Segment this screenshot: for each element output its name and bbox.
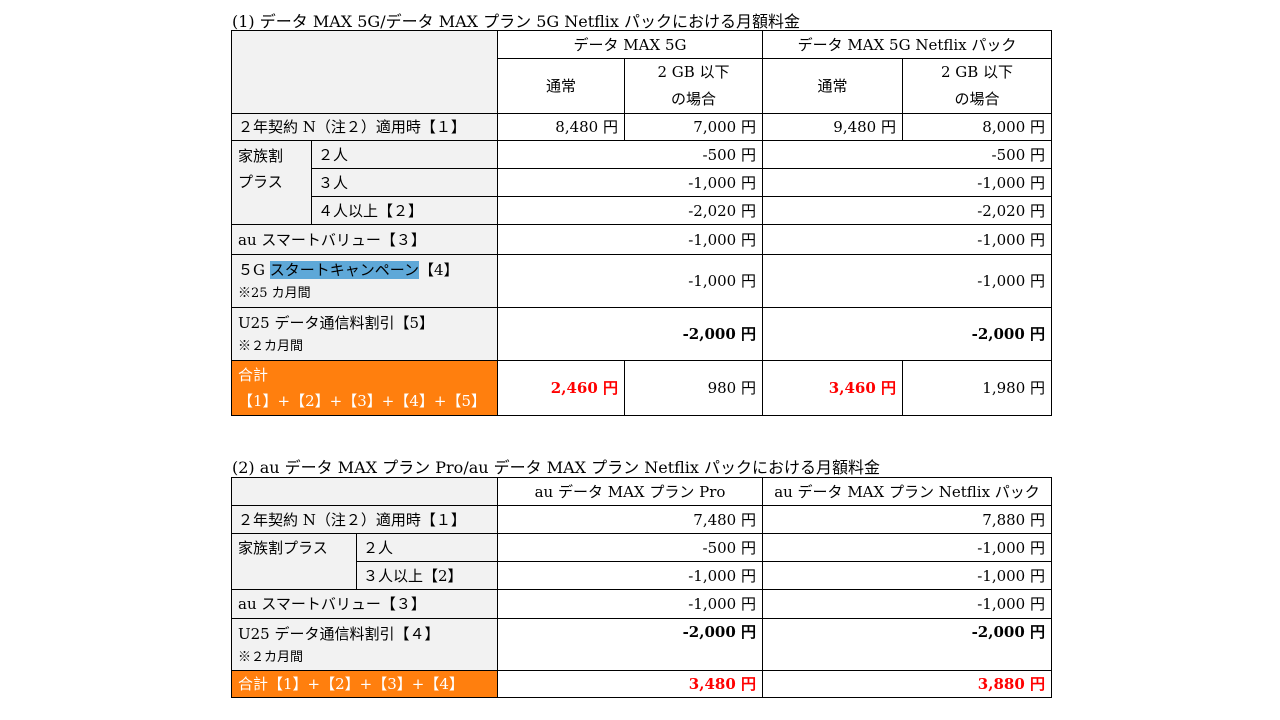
t1-family-label: 家族割 プラス — [231, 140, 312, 225]
t2-family-2-b: -1,000 円 — [762, 533, 1052, 562]
t1-family-2-a: -500 円 — [497, 140, 763, 169]
t1-total-a-normal: 2,460 円 — [497, 360, 625, 416]
t1-header-small-a: 2 GB 以下 の場合 — [624, 58, 763, 114]
t1-family-2-label: ２人 — [311, 140, 498, 169]
t1-header-plan-b: データ MAX 5G Netflix パック — [761, 30, 1053, 59]
t1-header-plan-a: データ MAX 5G — [497, 30, 763, 59]
table1-corner — [231, 30, 498, 114]
t2-u25-b: -2,000 円 — [762, 618, 1052, 671]
t2-smart-a: -1,000 円 — [497, 589, 763, 619]
t1-u25-a: -2,000 円 — [497, 307, 763, 361]
t1-total-label-line1: 合計 — [238, 366, 269, 384]
t1-u25-note: ※２カ月間 — [238, 339, 304, 354]
t1-contract-b-small: 8,000 円 — [901, 113, 1053, 141]
t2-total-a: 3,480 円 — [497, 670, 763, 698]
t2-u25-a: -2,000 円 — [497, 618, 763, 671]
t2-header-plan-a: au データ MAX プラン Pro — [497, 477, 763, 506]
t2-header-plan-b: au データ MAX プラン Netflix パック — [762, 477, 1052, 506]
t1-smart-b: -1,000 円 — [761, 224, 1053, 255]
t1-family-2-b: -500 円 — [761, 140, 1053, 169]
t1-campaign-a: -1,000 円 — [497, 254, 763, 308]
t2-family-3-b: -1,000 円 — [762, 561, 1052, 590]
t1-header-small-a-line1: 2 GB 以下 — [657, 63, 730, 81]
table1-caption: (1) データ MAX 5G/データ MAX プラン 5G Netflix パッ… — [232, 12, 801, 31]
t1-contract-a-small: 7,000 円 — [624, 113, 763, 141]
t1-header-normal-b: 通常 — [762, 58, 903, 114]
t1-family-3-label: ３人 — [311, 168, 498, 197]
t1-header-small-b-line2: の場合 — [954, 90, 1000, 108]
t1-family-label-line1: 家族割 — [238, 147, 284, 165]
t1-contract-b-normal: 9,480 円 — [762, 113, 903, 141]
t2-total-b: 3,880 円 — [762, 670, 1052, 698]
t1-u25-label: U25 データ通信料割引【5】 ※２カ月間 — [231, 307, 498, 361]
t1-family-4-b: -2,020 円 — [761, 196, 1053, 225]
t1-header-small-b: 2 GB 以下 の場合 — [901, 58, 1053, 114]
t1-family-label-line2: プラス — [238, 173, 283, 191]
t1-header-small-a-line2: の場合 — [670, 90, 716, 108]
t1-total-a-small: 980 円 — [624, 360, 763, 416]
t1-campaign-highlight: スタートキャンペーン — [269, 261, 420, 279]
t1-campaign-post: 【4】 — [419, 261, 459, 279]
t2-contract-a: 7,480 円 — [497, 505, 763, 534]
table1: データ MAX 5G データ MAX 5G Netflix パック 通常 2 G… — [231, 30, 1053, 416]
t1-header-normal-a: 通常 — [497, 58, 625, 114]
t1-family-4-label: ４人以上【２】 — [311, 196, 498, 225]
t1-u25-b: -2,000 円 — [761, 307, 1053, 361]
table2: au データ MAX プラン Pro au データ MAX プラン Netfli… — [231, 477, 1052, 698]
t2-u25-note: ※２カ月間 — [238, 649, 304, 665]
t2-total-label: 合計【1】+【2】+【3】+【4】 — [231, 670, 498, 698]
t1-campaign-label: ５G スタートキャンペーン【4】 ※25 カ月間 — [231, 254, 498, 308]
t1-total-label: 合計 【1】+【2】+【3】+【4】+【5】 — [231, 360, 498, 416]
t1-total-b-small: 1,980 円 — [901, 360, 1053, 416]
t2-family-3-label: ３人以上【2】 — [356, 561, 498, 590]
table2-corner — [231, 477, 498, 506]
t2-contract-b: 7,880 円 — [762, 505, 1052, 534]
t1-contract-a-normal: 8,480 円 — [497, 113, 625, 141]
t1-total-label-line2: 【1】+【2】+【3】+【4】+【5】 — [238, 392, 486, 410]
t2-u25-label: U25 データ通信料割引【４】 ※２カ月間 — [231, 618, 498, 671]
table2-caption: (2) au データ MAX プラン Pro/au データ MAX プラン Ne… — [232, 458, 881, 477]
t1-header-small-b-line1: 2 GB 以下 — [940, 63, 1014, 81]
t1-total-b-normal: 3,460 円 — [762, 360, 903, 416]
t1-family-3-a: -1,000 円 — [497, 168, 763, 197]
t2-smart-b: -1,000 円 — [762, 589, 1052, 619]
t2-smart-label: au スマートバリュー【３】 — [231, 589, 498, 619]
t1-campaign-b: -1,000 円 — [761, 254, 1053, 308]
t1-contract-label: ２年契約 N（注２）適用時【１】 — [231, 113, 498, 141]
t1-campaign-title: ５G スタートキャンペーン【4】 — [238, 257, 491, 283]
t2-family-2-a: -500 円 — [497, 533, 763, 562]
t2-family-2-label: ２人 — [356, 533, 498, 562]
t1-campaign-note: ※25 カ月間 — [238, 286, 311, 301]
t1-u25-title: U25 データ通信料割引【5】 — [238, 314, 435, 332]
t2-u25-title: U25 データ通信料割引【４】 — [238, 624, 440, 643]
t2-family-label: 家族割プラス — [231, 533, 357, 590]
t1-family-3-b: -1,000 円 — [761, 168, 1053, 197]
t1-campaign-pre: ５G — [238, 261, 270, 279]
t2-family-3-a: -1,000 円 — [497, 561, 763, 590]
t1-family-4-a: -2,020 円 — [497, 196, 763, 225]
t2-contract-label: ２年契約 N（注２）適用時【１】 — [231, 505, 498, 534]
t1-smart-a: -1,000 円 — [497, 224, 763, 255]
t1-smart-label: au スマートバリュー【３】 — [231, 224, 498, 255]
